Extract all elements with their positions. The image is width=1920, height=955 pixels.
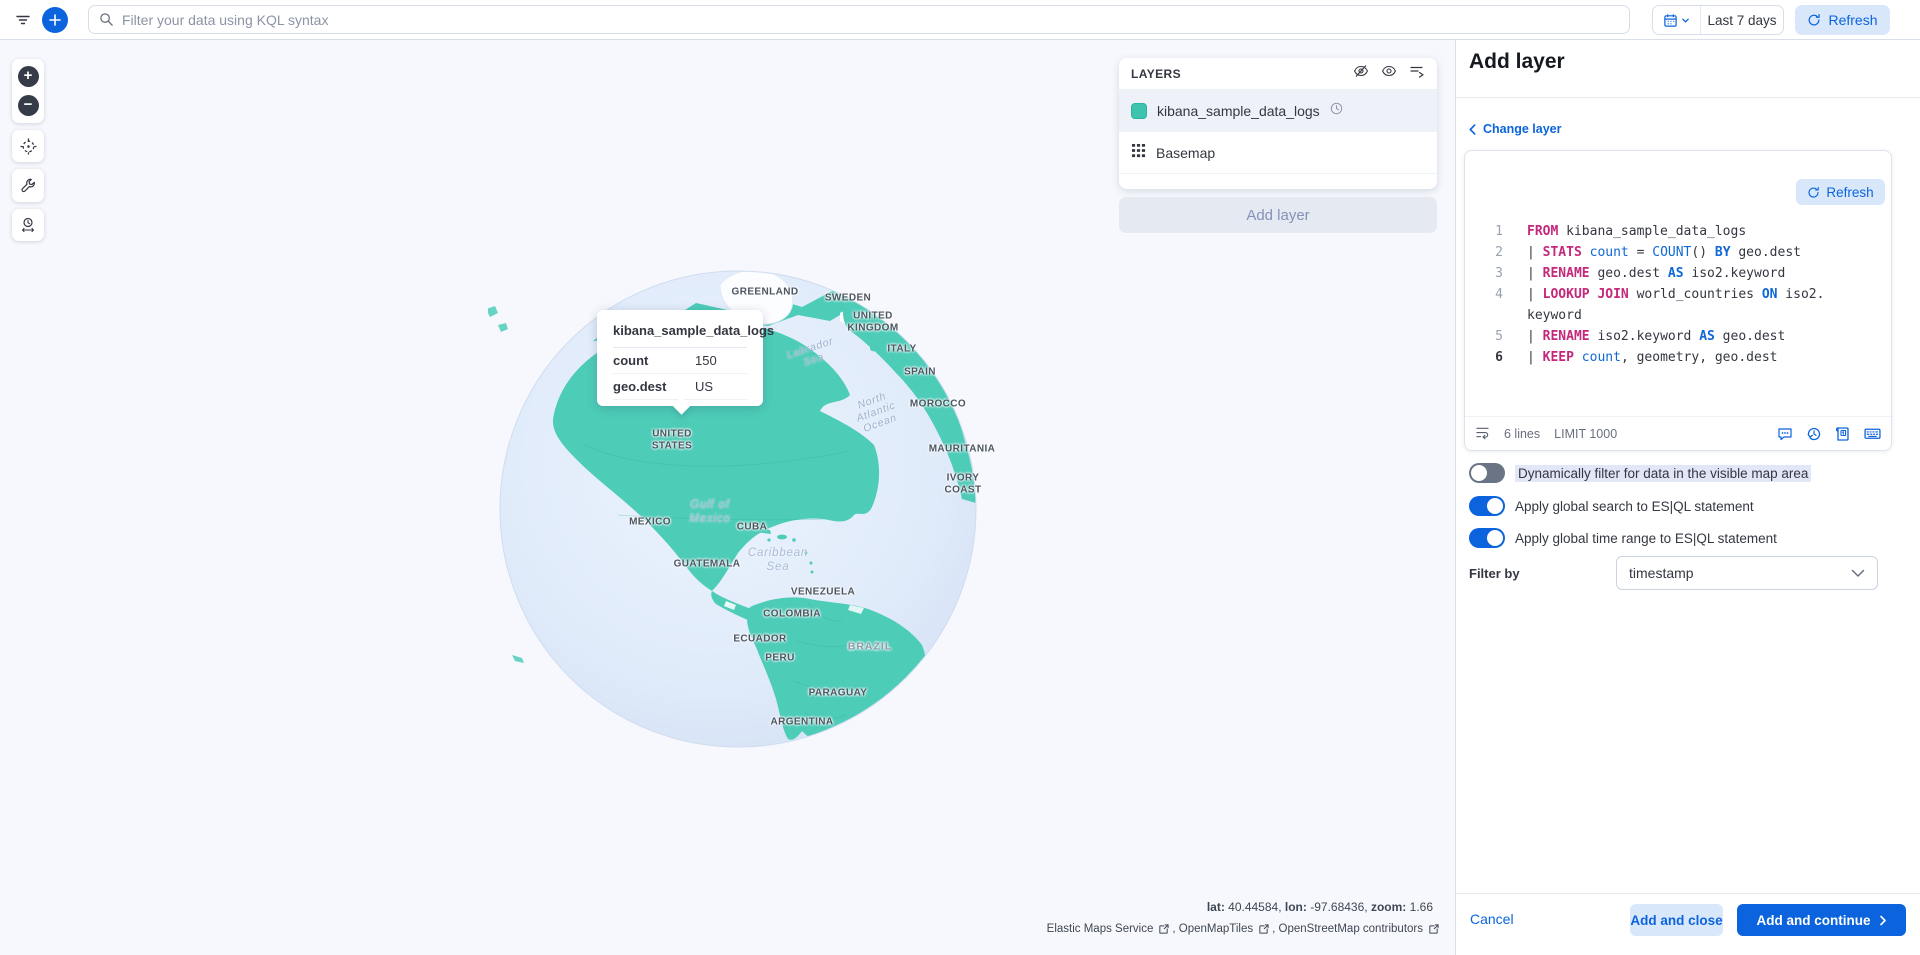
search-input[interactable] — [122, 11, 1619, 28]
layer-name: kibana_sample_data_logs — [1157, 102, 1320, 119]
editor-footer: 6 lines LIMIT 1000 — [1465, 416, 1891, 450]
map-coordinates: lat: 40.44584, lon: -97.68436, zoom: 1.6… — [1206, 900, 1433, 914]
feedback-icon[interactable] — [1777, 426, 1793, 442]
refresh-label: Refresh — [1828, 12, 1878, 28]
layers-panel-header: LAYERS — [1119, 58, 1437, 89]
keyboard-shortcuts-icon[interactable] — [1864, 425, 1881, 442]
editor-refresh-button[interactable]: Refresh — [1796, 179, 1885, 205]
esql-editor[interactable]: Refresh 1 FROM kibana_sample_data_logs 2 | … — [1464, 150, 1892, 451]
layer-row-sample-data[interactable]: kibana_sample_data_logs — [1119, 89, 1437, 131]
collapse-layers-icon[interactable] — [1409, 63, 1425, 84]
timeslider-icon — [21, 217, 35, 233]
date-picker-button[interactable] — [1653, 6, 1701, 34]
zoom-out-button[interactable]: − — [17, 94, 39, 116]
attribution-link[interactable]: Elastic Maps Service — [1046, 923, 1154, 935]
chevron-down-icon — [1851, 569, 1865, 577]
add-and-close-button[interactable]: Add and close — [1630, 904, 1723, 936]
filter-by-select[interactable]: timestamp — [1616, 556, 1878, 590]
global-time-toggle[interactable] — [1469, 528, 1505, 548]
external-link-icon — [1259, 923, 1269, 934]
calendar-icon — [1664, 13, 1677, 27]
search-icon — [100, 13, 113, 26]
show-all-layers-icon[interactable] — [1381, 63, 1397, 84]
tooltip-title: kibana_sample_data_logs — [613, 323, 774, 348]
add-filter-button[interactable] — [42, 7, 68, 33]
map-canvas[interactable]: GREENLAND SWEDEN UNITED KINGDOM ITALY SPAIN M… — [0, 40, 1455, 955]
layer-row-basemap[interactable]: Basemap — [1119, 131, 1437, 173]
word-wrap-icon[interactable] — [1475, 425, 1490, 443]
zoom-controls: + − — [12, 59, 44, 123]
basemap-grid-icon — [1131, 143, 1146, 163]
refresh-icon — [1809, 13, 1821, 26]
add-layer-button[interactable]: Add layer — [1119, 197, 1437, 233]
zoom-in-button[interactable]: + — [17, 66, 39, 88]
fit-to-data-button[interactable] — [12, 130, 44, 162]
toggle-label: Apply global search to ES|QL statement — [1515, 498, 1754, 514]
toggle-row-dynamic-filter: Dynamically filter for data in the visib… — [1469, 463, 1812, 483]
attribution-link[interactable]: , OpenMapTiles — [1172, 923, 1254, 935]
external-link-icon — [1429, 923, 1439, 934]
kql-search-bar[interactable] — [88, 5, 1630, 34]
chevron-right-icon — [1879, 915, 1886, 925]
tooltip-row: count 150 — [613, 348, 747, 374]
change-layer-link[interactable]: Change layer — [1468, 122, 1562, 136]
toggle-label: Dynamically filter for data in the visib… — [1515, 464, 1812, 482]
map-tools-button[interactable] — [12, 169, 44, 202]
dynamic-filter-toggle[interactable] — [1469, 463, 1505, 483]
refresh-button[interactable]: Refresh — [1795, 5, 1890, 35]
hide-all-layers-icon[interactable] — [1353, 63, 1369, 84]
timeslider-button[interactable] — [12, 209, 44, 241]
code-lines[interactable]: 1 FROM kibana_sample_data_logs 2 | STATS co… — [1495, 224, 1825, 365]
editor-line-count: 6 lines — [1504, 426, 1541, 441]
chevron-left-icon — [1469, 123, 1476, 135]
divider — [1456, 893, 1920, 894]
layer-time-icon — [1330, 102, 1343, 120]
editor-limit: LIMIT 1000 — [1554, 426, 1618, 441]
crosshair-icon — [20, 138, 36, 154]
filter-by-label: Filter by — [1469, 566, 1520, 581]
toggle-label: Apply global time range to ES|QL stateme… — [1515, 530, 1777, 546]
layer-name: Basemap — [1156, 144, 1216, 161]
docs-reference-icon[interactable] — [1835, 426, 1851, 442]
refresh-icon — [1808, 186, 1820, 198]
add-and-continue-button[interactable]: Add and continue — [1737, 904, 1906, 936]
layers-panel-title: LAYERS — [1131, 66, 1181, 81]
query-history-icon[interactable] — [1806, 426, 1822, 442]
map-attribution: Elastic Maps Service , OpenMapTiles , Op… — [1047, 923, 1439, 935]
add-layer-flyout: Add layer Change layer Refresh 1 FROM kib… — [1455, 40, 1920, 955]
toggle-row-global-time: Apply global time range to ES|QL stateme… — [1469, 528, 1777, 548]
filter-icon[interactable] — [10, 8, 36, 32]
attribution-link[interactable]: , OpenStreetMap contributors — [1272, 923, 1423, 935]
date-range-value[interactable]: Last 7 days — [1707, 12, 1777, 28]
layer-color-swatch — [1131, 102, 1147, 119]
cancel-button[interactable]: Cancel — [1470, 911, 1514, 927]
feature-tooltip: kibana_sample_data_logs count 150 geo.de… — [597, 310, 774, 415]
toggle-row-global-search: Apply global search to ES|QL statement — [1469, 496, 1754, 516]
date-range-group: Last 7 days — [1652, 5, 1784, 35]
top-bar: Last 7 days Refresh — [0, 0, 1920, 40]
layers-panel-footer — [1119, 173, 1437, 189]
global-search-toggle[interactable] — [1469, 496, 1505, 516]
wrench-icon — [21, 178, 35, 192]
flyout-title: Add layer — [1469, 50, 1565, 73]
external-link-icon — [1159, 923, 1169, 934]
divider — [1456, 97, 1920, 98]
chevron-down-icon — [1682, 18, 1689, 23]
layers-panel: LAYERS kibana_sample_data_logs Basemap — [1119, 58, 1437, 189]
